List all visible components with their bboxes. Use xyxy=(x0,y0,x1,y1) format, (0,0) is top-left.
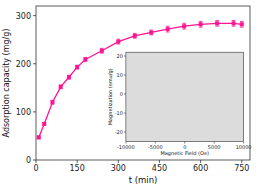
error-bar xyxy=(37,136,41,139)
error-bar-cap xyxy=(133,38,137,39)
y-tick xyxy=(33,111,36,112)
data-point xyxy=(37,135,41,139)
data-point xyxy=(240,22,244,26)
error-bar-cap xyxy=(215,26,219,27)
inset-x-tick-label: 5000 xyxy=(208,144,221,150)
error-bar xyxy=(42,122,46,125)
inset-y-tick xyxy=(124,113,126,114)
error-bar-cap xyxy=(199,21,203,22)
error-bar xyxy=(133,33,137,38)
error-bar-cap xyxy=(240,27,244,28)
data-point xyxy=(67,75,71,79)
error-bar xyxy=(232,20,236,26)
y-tick-label: 100 xyxy=(16,108,31,117)
y-tick-label: 0 xyxy=(26,156,31,165)
x-tick-label: 150 xyxy=(70,164,85,173)
data-point xyxy=(100,49,104,53)
y-tick-label: 200 xyxy=(16,60,31,69)
x-tick-label: 300 xyxy=(111,164,126,173)
data-point xyxy=(59,85,63,89)
y-axis-label: Adsorption capacity (mg/g) xyxy=(2,29,11,138)
data-point xyxy=(42,122,46,126)
error-bar-cap xyxy=(166,31,170,32)
error-bar xyxy=(75,65,79,69)
inset-x-tick-label: -5000 xyxy=(148,144,163,150)
inset-y-tick xyxy=(124,56,126,57)
data-point xyxy=(83,57,87,61)
chart: 01503004506007500100200300t (min)Adsorpt… xyxy=(0,0,257,189)
y-tick xyxy=(33,15,36,16)
error-bar-cap xyxy=(117,44,121,45)
error-bar-cap xyxy=(166,26,170,27)
inset-x-tick-label: -10000 xyxy=(117,144,135,150)
error-bar xyxy=(240,21,244,27)
inset-y-axis-label: Magnetization (emu/g) xyxy=(107,68,114,125)
error-bar xyxy=(166,26,170,32)
data-point xyxy=(166,27,170,31)
error-bar-cap xyxy=(182,29,186,30)
data-point xyxy=(215,21,219,25)
data-point xyxy=(133,34,137,38)
error-bar xyxy=(149,30,153,35)
x-tick-label: 0 xyxy=(33,164,38,173)
x-axis-label: t (min) xyxy=(129,175,158,185)
y-tick xyxy=(33,63,36,64)
x-tick xyxy=(77,160,78,163)
error-bar-cap xyxy=(117,39,121,40)
x-tick xyxy=(159,160,160,163)
error-bar-cap xyxy=(232,20,236,21)
error-bar xyxy=(84,57,88,61)
error-bar xyxy=(182,23,186,29)
error-bar-cap xyxy=(100,53,104,54)
x-tick-label: 450 xyxy=(152,164,167,173)
error-bar xyxy=(117,39,121,44)
inset-y-tick xyxy=(124,94,126,95)
x-tick-label: 750 xyxy=(234,164,249,173)
inset-y-tick-label: -10 xyxy=(115,110,123,116)
x-tick xyxy=(200,160,201,163)
error-bar-cap xyxy=(232,26,236,27)
x-tick-label: 600 xyxy=(193,164,208,173)
x-tick xyxy=(36,160,37,163)
error-bar-cap xyxy=(149,30,153,31)
error-bar xyxy=(100,48,104,53)
inset-y-tick-label: 20 xyxy=(117,53,123,59)
inset-frame xyxy=(126,52,244,141)
data-point xyxy=(232,21,236,25)
inset-x-tick-label: 10000 xyxy=(236,144,252,150)
error-bar-cap xyxy=(199,27,203,28)
inset-y-tick xyxy=(124,132,126,133)
error-bar-cap xyxy=(100,48,104,49)
error-bar xyxy=(59,85,63,89)
data-point xyxy=(116,40,120,44)
error-bar-cap xyxy=(215,20,219,21)
error-bar xyxy=(67,75,71,79)
data-point xyxy=(50,100,54,104)
error-bar-cap xyxy=(149,34,153,35)
error-bar-cap xyxy=(133,33,137,34)
error-bar xyxy=(51,100,55,104)
inset-y-tick-label: 10 xyxy=(117,72,123,78)
x-tick xyxy=(241,160,242,163)
x-tick xyxy=(118,160,119,163)
data-point xyxy=(149,30,153,34)
plot-frame xyxy=(36,6,250,160)
y-tick xyxy=(33,160,36,161)
error-bar-cap xyxy=(182,23,186,24)
inset-x-axis-label: Magnetic Field (Oe) xyxy=(160,150,209,157)
inset-y-tick-label: -20 xyxy=(115,129,123,135)
inset-y-tick xyxy=(124,75,126,76)
y-tick-label: 300 xyxy=(16,12,31,21)
inset-y-tick-label: 0 xyxy=(120,91,123,97)
error-bar xyxy=(199,21,203,27)
data-point xyxy=(75,65,79,69)
data-point xyxy=(199,22,203,26)
error-bar xyxy=(215,20,219,26)
inset-x-tick-label: 0 xyxy=(183,144,186,150)
data-point xyxy=(182,24,186,28)
error-bar-cap xyxy=(240,21,244,22)
